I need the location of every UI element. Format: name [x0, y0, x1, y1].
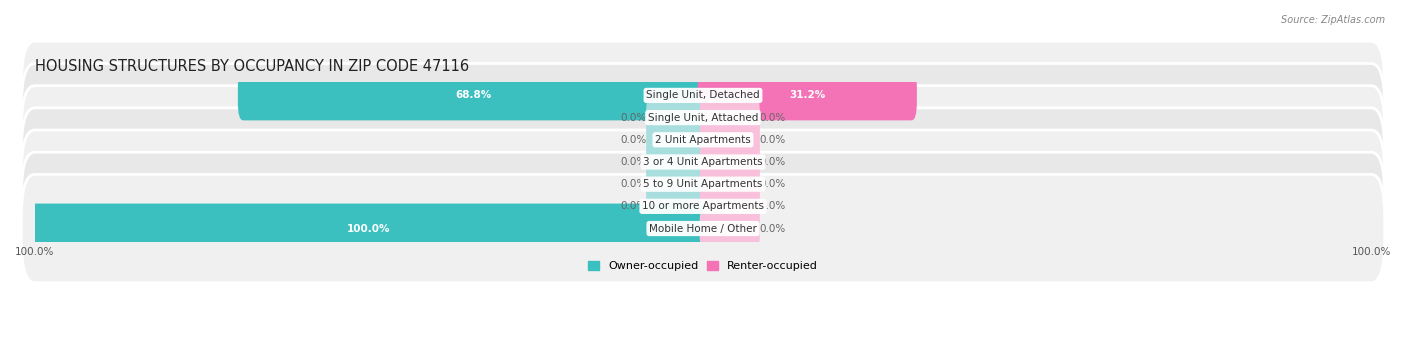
Text: 2 Unit Apartments: 2 Unit Apartments — [655, 135, 751, 145]
Legend: Owner-occupied, Renter-occupied: Owner-occupied, Renter-occupied — [588, 262, 818, 271]
Text: Single Unit, Attached: Single Unit, Attached — [648, 113, 758, 123]
Text: 3 or 4 Unit Apartments: 3 or 4 Unit Apartments — [643, 157, 763, 167]
FancyBboxPatch shape — [30, 204, 709, 253]
Text: Mobile Home / Other: Mobile Home / Other — [650, 224, 756, 234]
FancyBboxPatch shape — [647, 188, 706, 225]
Text: 0.0%: 0.0% — [759, 157, 786, 167]
FancyBboxPatch shape — [700, 166, 759, 203]
Text: 0.0%: 0.0% — [759, 201, 786, 211]
Text: 0.0%: 0.0% — [620, 179, 647, 189]
FancyBboxPatch shape — [700, 144, 759, 180]
FancyBboxPatch shape — [21, 174, 1385, 283]
Text: 10 or more Apartments: 10 or more Apartments — [643, 201, 763, 211]
FancyBboxPatch shape — [697, 71, 917, 120]
Text: 0.0%: 0.0% — [759, 224, 786, 234]
Text: Source: ZipAtlas.com: Source: ZipAtlas.com — [1281, 15, 1385, 25]
Text: 0.0%: 0.0% — [620, 135, 647, 145]
Text: 0.0%: 0.0% — [759, 135, 786, 145]
Text: 68.8%: 68.8% — [456, 90, 491, 100]
FancyBboxPatch shape — [21, 152, 1385, 261]
FancyBboxPatch shape — [238, 71, 709, 120]
Text: 0.0%: 0.0% — [620, 157, 647, 167]
Text: 5 to 9 Unit Apartments: 5 to 9 Unit Apartments — [644, 179, 762, 189]
FancyBboxPatch shape — [21, 108, 1385, 216]
Text: HOUSING STRUCTURES BY OCCUPANCY IN ZIP CODE 47116: HOUSING STRUCTURES BY OCCUPANCY IN ZIP C… — [35, 59, 468, 74]
FancyBboxPatch shape — [647, 99, 706, 136]
FancyBboxPatch shape — [700, 99, 759, 136]
FancyBboxPatch shape — [21, 130, 1385, 238]
FancyBboxPatch shape — [21, 41, 1385, 150]
FancyBboxPatch shape — [700, 188, 759, 225]
Text: 0.0%: 0.0% — [759, 179, 786, 189]
FancyBboxPatch shape — [21, 86, 1385, 194]
FancyBboxPatch shape — [647, 121, 706, 158]
Text: 0.0%: 0.0% — [620, 201, 647, 211]
FancyBboxPatch shape — [700, 121, 759, 158]
FancyBboxPatch shape — [21, 63, 1385, 172]
FancyBboxPatch shape — [647, 166, 706, 203]
Text: 100.0%: 100.0% — [347, 224, 391, 234]
FancyBboxPatch shape — [647, 144, 706, 180]
Text: 31.2%: 31.2% — [789, 90, 825, 100]
FancyBboxPatch shape — [700, 210, 759, 247]
Text: Single Unit, Detached: Single Unit, Detached — [647, 90, 759, 100]
Text: 0.0%: 0.0% — [620, 113, 647, 123]
Text: 0.0%: 0.0% — [759, 113, 786, 123]
